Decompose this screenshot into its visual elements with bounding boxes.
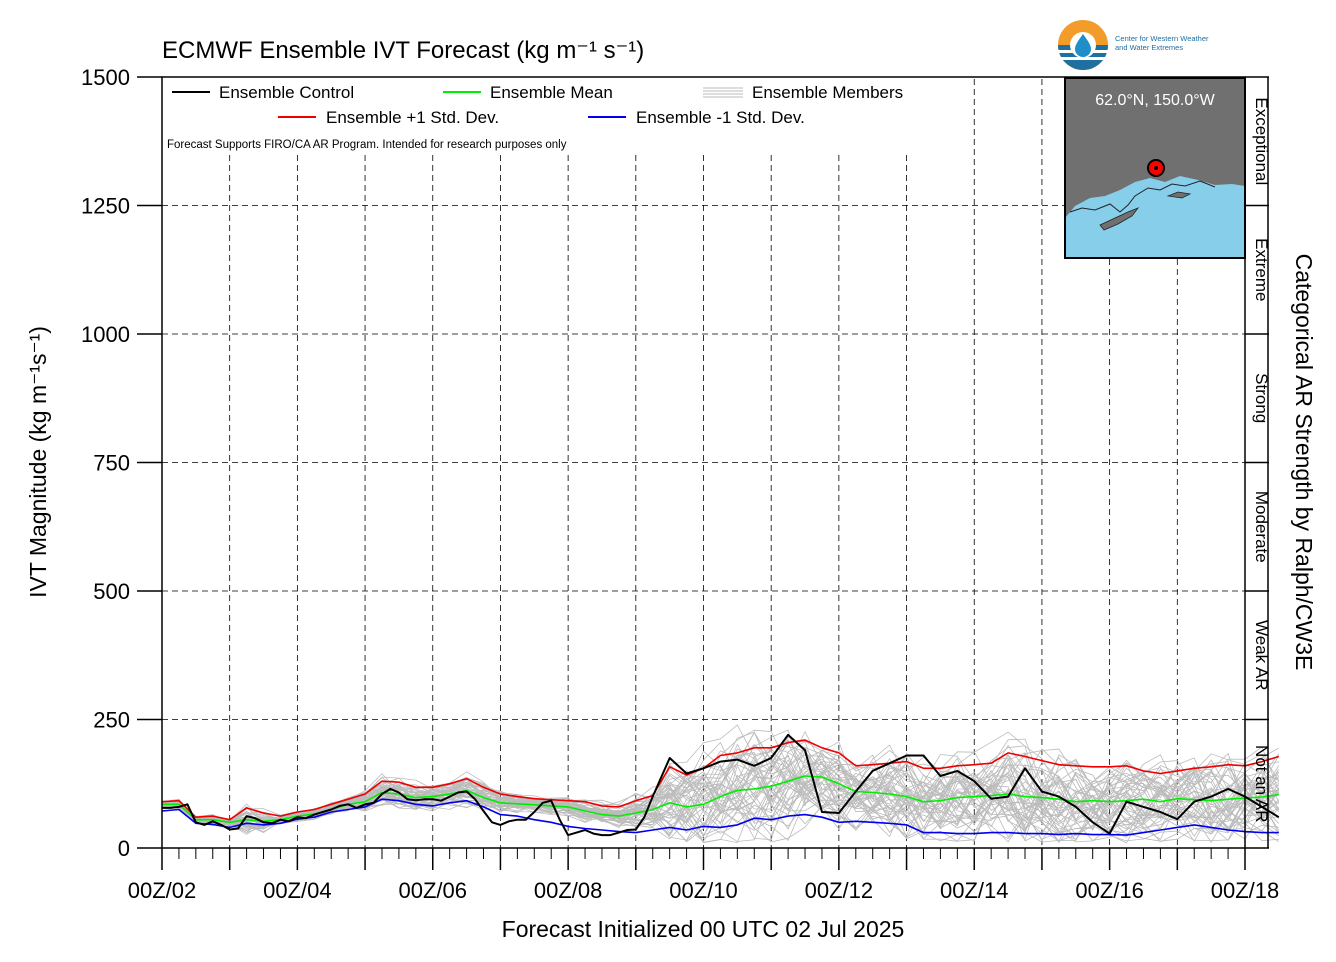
logo-text-line1: Center for Western Weather — [1115, 34, 1209, 43]
x-tick-label: 00Z/06 — [399, 878, 468, 903]
map-coast — [1069, 180, 1216, 213]
legend-swatch-members — [703, 87, 743, 98]
research-note: Forecast Supports FIRO/CA AR Program. In… — [167, 139, 567, 151]
ensemble-member-line — [161, 743, 1280, 834]
y-tick-label: 1500 — [81, 65, 130, 90]
map-island-small — [1166, 191, 1192, 199]
x-tick-label: 00Z/02 — [128, 878, 197, 903]
category-label: Weak AR — [1252, 620, 1271, 691]
location-label: 62.0°N, 150.0°W — [1095, 92, 1215, 109]
category-label: Exceptional — [1252, 97, 1271, 185]
x-axis-title: Forecast Initialized 00 UTC 02 Jul 2025 — [502, 916, 905, 942]
gridlines — [162, 79, 1245, 848]
map-water — [1065, 176, 1245, 258]
map-island — [1099, 207, 1140, 231]
logo-text-line2: and Water Extremes — [1115, 43, 1183, 52]
series-line-ensemble-1-std-dev- — [161, 798, 1279, 836]
y-tick-label: 1250 — [81, 194, 130, 219]
y-tick-label: 250 — [93, 708, 130, 733]
category-label: Moderate — [1252, 491, 1271, 563]
ensemble-member-line — [161, 748, 1279, 835]
x-tick-label: 00Z/10 — [669, 878, 738, 903]
y-tick-label: 750 — [93, 451, 130, 476]
category-label: Extreme — [1252, 238, 1271, 301]
ensemble-member-line — [161, 754, 1280, 840]
ensemble-stat-lines — [161, 733, 1280, 837]
x-tick-label: 00Z/14 — [940, 878, 1009, 903]
x-tick-label: 00Z/16 — [1075, 878, 1144, 903]
y-tick-label: 500 — [93, 579, 130, 604]
legend-label-plus-std: Ensemble +1 Std. Dev. — [326, 108, 499, 127]
legend-label-mean: Ensemble Mean — [490, 83, 613, 102]
chart-title: ECMWF Ensemble IVT Forecast (kg m⁻¹ s⁻¹) — [162, 37, 644, 64]
ensemble-member-line — [161, 731, 1279, 844]
category-label: Strong — [1252, 373, 1271, 423]
x-tick-label: 00Z/04 — [263, 878, 332, 903]
series-line-ensemble-control — [162, 733, 1280, 837]
ensemble-member-line — [161, 749, 1280, 842]
right-axis-title: Categorical AR Strength by Ralph/CW3E — [1291, 254, 1317, 671]
cw3e-logo-icon: Center for Western Weather and Water Ext… — [1058, 20, 1209, 70]
legend-label-control: Ensemble Control — [219, 83, 354, 102]
legend-label-minus-std: Ensemble -1 Std. Dev. — [636, 108, 805, 127]
legend-label-members: Ensemble Members — [752, 83, 903, 102]
series-line-ensemble-1-std-dev- — [161, 739, 1280, 821]
axes: 0 250 500 750 1000 1250 1500 00Z/02 00Z/04 00Z/06… — [81, 65, 1279, 903]
legend: Ensemble Control Ensemble Mean Ensemble … — [167, 83, 903, 151]
alaska-inset-map: 62.0°N, 150.0°W — [1064, 77, 1246, 259]
y-tick-label: 1000 — [81, 322, 130, 347]
x-tick-label: 00Z/12 — [805, 878, 874, 903]
x-tick-label: 00Z/18 — [1211, 878, 1280, 903]
category-label: Not an AR — [1252, 745, 1271, 823]
x-tick-label: 00Z/08 — [534, 878, 603, 903]
ensemble-member-line — [161, 759, 1280, 844]
y-axis-title: IVT Magnitude (kg m⁻¹s⁻¹) — [25, 326, 51, 598]
y-tick-label: 0 — [118, 836, 130, 861]
